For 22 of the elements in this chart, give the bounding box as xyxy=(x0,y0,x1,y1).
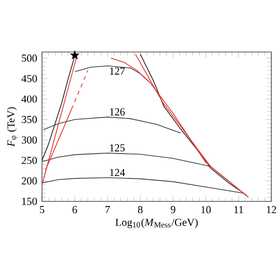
y-axis-title: F$_{φ}$ (TeV) xyxy=(7,107,18,147)
series-label: 125 xyxy=(110,144,125,152)
x-tick-label: 7 xyxy=(106,206,110,214)
y-tick-label: 200 xyxy=(22,177,37,184)
y-tick-label: 350 xyxy=(22,116,37,124)
series-label: 126 xyxy=(110,108,125,116)
series-label: 124 xyxy=(110,168,125,176)
x-tick-label: 6 xyxy=(72,206,78,214)
x-tick-label: 12 xyxy=(266,206,276,214)
x-tick-label: 10 xyxy=(201,206,211,214)
series-label: 127 xyxy=(110,68,125,75)
y-tick-label: 150 xyxy=(22,198,37,205)
x-tick-label: 5 xyxy=(40,206,44,214)
x-tick-label: 9 xyxy=(170,206,176,214)
y-tick-label: 300 xyxy=(22,136,37,144)
x-tick-label: 11 xyxy=(234,206,244,214)
y-tick-label: 500 xyxy=(22,54,37,62)
y-tick-label: 450 xyxy=(22,75,37,82)
x-tick-label: 8 xyxy=(138,206,143,214)
x-axis-title: Log$_{10}$(M$_{Mess}$/GeV) xyxy=(115,218,198,228)
y-tick-label: 400 xyxy=(22,95,37,103)
y-tick-label: 250 xyxy=(22,156,37,164)
